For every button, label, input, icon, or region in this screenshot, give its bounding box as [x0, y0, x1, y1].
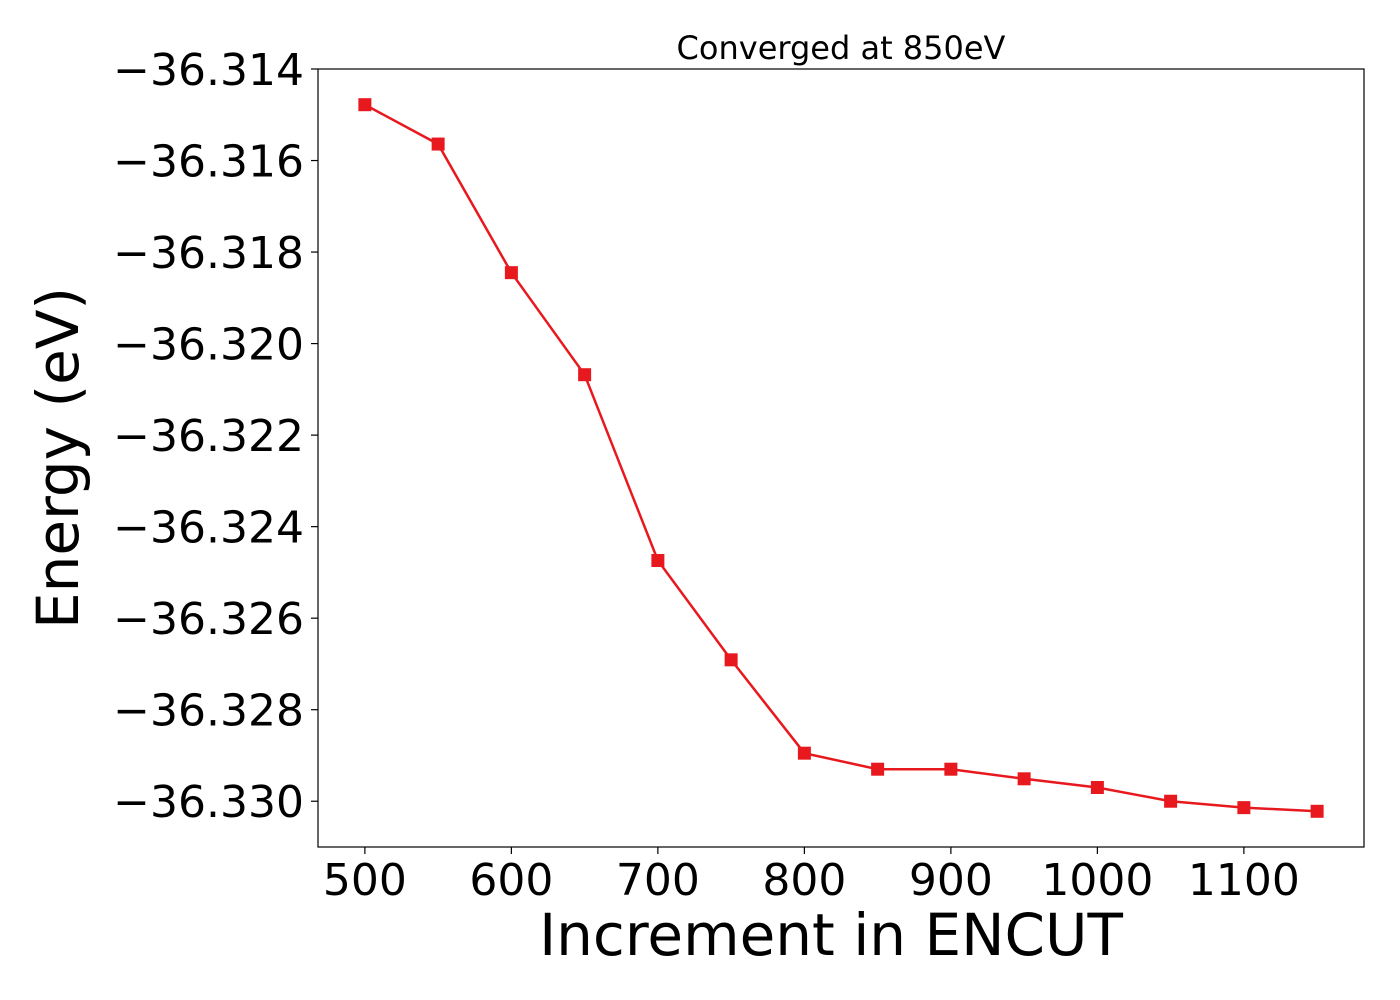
series-line — [364, 103, 1318, 813]
y-tick-label: −36.326 — [113, 594, 304, 645]
x-tick-label: 500 — [323, 855, 407, 906]
y-tick-label: −36.330 — [113, 777, 304, 828]
data-point-marker — [504, 266, 518, 280]
data-point-marker — [871, 762, 885, 776]
data-point-marker — [1017, 772, 1031, 786]
x-tick-label: 1000 — [1041, 855, 1153, 906]
y-tick-label: −36.320 — [113, 320, 304, 371]
data-point-marker — [578, 368, 592, 382]
y-tick-label: −36.316 — [113, 137, 304, 188]
chart-title: Converged at 850eV — [677, 29, 1006, 67]
data-point-marker — [358, 98, 372, 112]
x-tick-label: 700 — [616, 855, 700, 906]
data-point-marker — [944, 762, 958, 776]
x-axis: 500 600 700 800 900 1000 1100 — [323, 847, 1300, 906]
y-axis-label: Energy (eV) — [24, 287, 92, 629]
x-tick-label: 600 — [469, 855, 553, 906]
axes-frame — [317, 68, 1365, 848]
data-point-marker — [431, 137, 445, 151]
data-point-marker — [651, 554, 665, 568]
y-axis: −36.314 −36.316 −36.318 −36.320 −36.322 −36.3… — [113, 45, 318, 828]
plot-area — [358, 98, 1324, 818]
y-tick-label: −36.328 — [113, 686, 304, 737]
data-point-marker — [797, 746, 811, 760]
data-point-marker — [1237, 801, 1251, 815]
x-tick-label: 800 — [762, 855, 846, 906]
y-tick-label: −36.314 — [113, 45, 304, 96]
y-tick-label: −36.324 — [113, 503, 304, 554]
x-tick-label: 1100 — [1188, 855, 1300, 906]
y-tick-label: −36.322 — [113, 411, 304, 462]
x-axis-label: Increment in ENCUT — [539, 901, 1123, 969]
data-point-marker — [1090, 781, 1104, 795]
data-point-marker — [1164, 794, 1178, 808]
data-point-marker — [724, 653, 738, 667]
data-point-marker — [1310, 804, 1324, 818]
y-tick-label: −36.318 — [113, 228, 304, 279]
x-tick-label: 900 — [909, 855, 993, 906]
